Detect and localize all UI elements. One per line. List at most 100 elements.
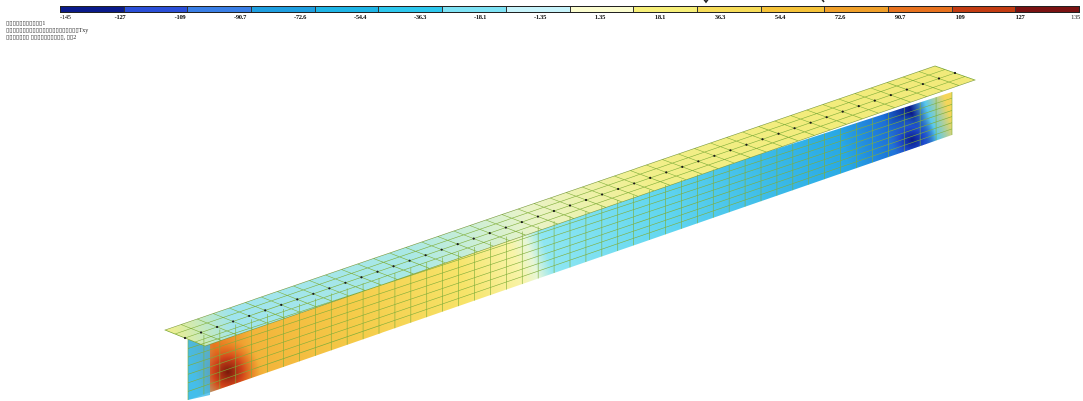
mesh-node: [312, 292, 315, 295]
legend-color-segment: [252, 7, 316, 12]
mesh-node: [825, 116, 828, 119]
web-mesh-horizontal: [187, 128, 953, 392]
mesh-node: [424, 254, 427, 257]
legend-color-segment: [825, 7, 889, 12]
mesh-node: [649, 176, 652, 179]
legend-color-segment: [952, 7, 1017, 12]
legend-color-segment: [697, 7, 762, 12]
web-mesh-horizontal: [187, 110, 953, 366]
mesh-node: [536, 215, 540, 218]
legend-tick-label: -54.4: [353, 14, 367, 21]
mesh-node: [841, 110, 844, 113]
legend-color-segment: [888, 7, 953, 12]
legend-tick-label: -1.35: [533, 14, 547, 21]
legend-color-segment: [188, 7, 253, 12]
legend-tick-label: 18.1: [654, 14, 666, 21]
mesh-node: [584, 198, 588, 202]
legend-tick-label: -36.3: [413, 14, 427, 21]
mesh-node: [777, 132, 780, 135]
mesh-node: [873, 99, 876, 102]
web-mesh-horizontal: [187, 104, 953, 358]
result-info-block: ▯▯▯▯▯▯▯▯▯▯▯1 ▯▯▯▯▯▯▯▯▯▯▯▯▯▯▯▯▯▯▯▯▯▯Txy ▯…: [6, 21, 88, 42]
legend-color-segment: [379, 7, 444, 12]
legend-tick-label: -109: [174, 14, 186, 21]
mesh-node: [376, 270, 379, 273]
mesh-node: [215, 325, 219, 329]
info-line-2: ▯▯▯▯▯▯▯▯▯▯▯▯▯▯▯▯▯▯▯▯▯▯Txy: [6, 28, 89, 34]
mesh-node: [761, 138, 764, 141]
mesh-node: [456, 243, 459, 246]
mesh-node: [552, 209, 556, 213]
legend-tick-label: 36.3: [714, 14, 726, 21]
mesh-node: [729, 149, 732, 152]
mesh-node: [857, 105, 860, 108]
mesh-node: [440, 248, 443, 251]
legend-color-segment: [570, 7, 635, 12]
mesh-node: [617, 187, 620, 191]
mesh-node: [392, 265, 395, 268]
mesh-node: [793, 127, 796, 130]
legend-tick-label: 72.6: [834, 14, 846, 21]
mesh-node: [568, 204, 572, 207]
mesh-node: [328, 287, 331, 290]
mesh-node: [600, 193, 604, 196]
flange-mesh-longitudinal: [174, 69, 946, 335]
web-end-face: [188, 333, 210, 400]
mesh-node: [937, 77, 941, 80]
mesh-node: [296, 298, 299, 301]
web-mesh-horizontal: [187, 116, 953, 375]
legend-tick-label: 1.35: [594, 14, 606, 21]
legend-color-segment: [634, 7, 698, 12]
color-legend-bar: [60, 6, 1080, 13]
web-mesh-horizontal: [187, 97, 953, 349]
legend-tick-label: 135: [1071, 14, 1080, 21]
mesh-node: [681, 165, 684, 168]
mesh-node: [665, 171, 668, 174]
mesh-node: [809, 121, 812, 124]
mesh-node: [504, 226, 507, 229]
mesh-node: [488, 232, 491, 235]
mesh-node: [745, 143, 748, 146]
mesh-node: [248, 314, 251, 318]
legend-tick-label: 54.4: [774, 14, 786, 21]
clipped-title-glyphs: [703, 0, 825, 4]
legend-color-segment: [124, 7, 189, 12]
legend-color-segment: [1016, 7, 1079, 12]
color-legend-ticks: -145 -127 -109 -90.7 -72.6 -54.4 -36.3 -18.1 -1.…: [60, 14, 1080, 24]
mesh-node: [520, 220, 523, 224]
mesh-node: [633, 182, 636, 185]
mesh-node: [953, 71, 957, 75]
mesh-node: [921, 82, 925, 86]
mesh-node: [280, 303, 283, 306]
mesh-node-markers: [183, 71, 957, 340]
legend-color-segment: [315, 7, 380, 12]
mesh-node: [889, 93, 892, 97]
web-mesh-horizontal: [187, 122, 953, 384]
legend-tick-label: 127: [1015, 14, 1025, 21]
legend-color-segment: [443, 7, 507, 12]
legend-tick-label: -18.1: [473, 14, 487, 21]
mesh-node: [344, 281, 347, 284]
mesh-node: [905, 88, 908, 91]
mesh-node: [183, 336, 187, 340]
legend-color-segment: [61, 7, 125, 12]
legend-tick-label: 109: [955, 14, 965, 21]
legend-color-segment: [761, 7, 826, 12]
mesh-node: [408, 259, 411, 262]
legend-color-segment: [506, 7, 571, 12]
mesh-node: [697, 160, 700, 163]
mesh-node: [199, 331, 203, 334]
mesh-node: [472, 237, 475, 240]
legend-tick-label: 90.7: [894, 14, 906, 21]
info-line-3: ▯▯▯▯▯▯▯ ▯▯▯▯▯▯▯▯▯▯, ▯▯2: [6, 35, 77, 41]
legend-tick-label: -127: [114, 14, 126, 21]
mesh-node: [232, 320, 235, 323]
mesh-node: [264, 309, 267, 312]
flange-mesh-longitudinal: [194, 76, 966, 343]
legend-tick-label: -90.7: [233, 14, 247, 21]
info-line-1: ▯▯▯▯▯▯▯▯▯▯▯1: [6, 21, 46, 27]
mesh-node: [360, 276, 363, 279]
mesh-node: [713, 154, 716, 157]
legend-tick-label: -72.6: [293, 14, 307, 21]
